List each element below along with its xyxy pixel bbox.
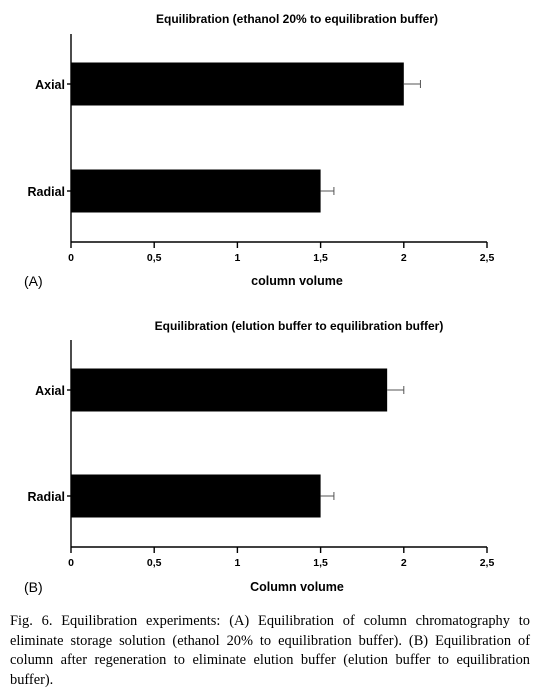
- chart-b-x-tick-label: 0: [68, 557, 74, 569]
- chart-b-x-tick-label: 1: [234, 557, 240, 569]
- chart-a-bar-axial: [71, 62, 404, 106]
- chart-a-category-label: Axial: [35, 78, 65, 92]
- chart-a: Equilibration (ethanol 20% to equilibrat…: [0, 0, 541, 300]
- chart-b: Equilibration (elution buffer to equilib…: [0, 308, 541, 600]
- chart-a-plot: 0 0,5 1 1,5 2 2,5 Axial Radial: [27, 34, 494, 264]
- chart-b-x-tick-label: 2: [401, 557, 407, 569]
- chart-b-title: Equilibration (elution buffer to equilib…: [155, 319, 444, 333]
- chart-a-panel-label: (A): [24, 273, 43, 289]
- chart-b-xlabel: Column volume: [250, 580, 344, 594]
- chart-a-x-tick-label: 1,5: [313, 252, 328, 264]
- chart-a-x-tick-label: 2,5: [480, 252, 495, 264]
- chart-b-x-tick-label: 0,5: [147, 557, 162, 569]
- chart-a-title: Equilibration (ethanol 20% to equilibrat…: [156, 12, 438, 26]
- chart-b-x-tick-label: 1,5: [313, 557, 328, 569]
- chart-a-category-label: Radial: [27, 185, 65, 199]
- chart-b-svg: Equilibration (elution buffer to equilib…: [24, 319, 494, 595]
- chart-a-x-tick-label: 2: [401, 252, 407, 264]
- chart-b-x-tick-label: 2,5: [480, 557, 495, 569]
- figure-caption: Fig. 6. Equilibration experiments: (A) E…: [10, 613, 530, 688]
- chart-a-x-tick-label: 0: [68, 252, 74, 264]
- chart-a-x-tick-label: 0,5: [147, 252, 162, 264]
- chart-b-category-label: Radial: [27, 490, 65, 504]
- chart-b-bar-axial: [71, 368, 388, 412]
- chart-b-plot: 0 0,5 1 1,5 2 2,5 Axial Radial: [27, 340, 494, 569]
- chart-b-category-label: Axial: [35, 384, 65, 398]
- chart-a-xlabel: column volume: [251, 274, 343, 288]
- chart-a-svg: Equilibration (ethanol 20% to equilibrat…: [24, 12, 494, 289]
- chart-b-bar-radial: [71, 474, 321, 518]
- chart-a-bar-radial: [71, 169, 321, 213]
- chart-a-x-tick-label: 1: [234, 252, 240, 264]
- chart-b-panel-label: (B): [24, 579, 43, 595]
